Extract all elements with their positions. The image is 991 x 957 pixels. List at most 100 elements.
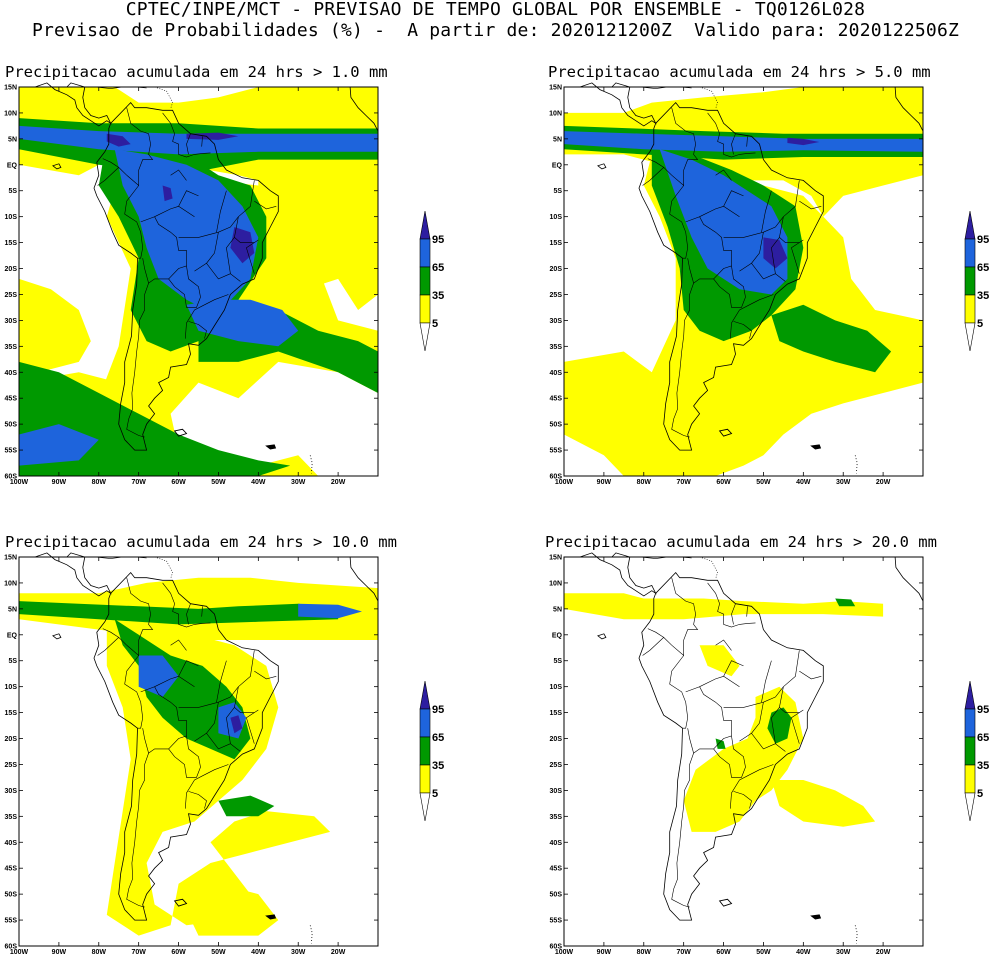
- page-title: CPTEC/INPE/MCT - PREVISAO DE TEMPO GLOBA…: [125, 0, 866, 20]
- map-panel-3: 15N 10N 5N EQ 5S 10S 15S 20S 25S 30S 35S 40S 45S 50S 5…: [4, 552, 379, 956]
- panel-3-lat-label: 10N: [4, 580, 17, 587]
- panel-2-border-22: [761, 190, 772, 233]
- colorbar-2-label-35: 35: [977, 290, 989, 302]
- panel-3-lat-label: 50S: [5, 892, 18, 899]
- page-subtitle: Previsao de Probabilidades (%) - A parti…: [31, 20, 960, 41]
- panel-4-border-12: [723, 660, 744, 687]
- panel-3-lon-label: 40W: [251, 949, 266, 956]
- panel-2-lat-label: 10N: [549, 110, 562, 117]
- panel-1-contour-14: [106, 133, 131, 147]
- panel-4-central-america: [564, 552, 657, 597]
- panel-3-lon-label: 70W: [131, 949, 146, 956]
- panel-3-lat-label: 40S: [5, 840, 18, 847]
- panel-4-border-7: [713, 735, 746, 778]
- panel-2-lat-label: EQ: [552, 162, 563, 169]
- panel-2-lat-label: 55S: [550, 448, 563, 455]
- panel-2-lon-label: 40W: [796, 479, 811, 486]
- panel-3-border-17: [234, 686, 255, 713]
- panel-4-lat-label: 5S: [553, 658, 562, 665]
- panel-1-frame: [18, 86, 379, 477]
- panel-2-lon-label: 80W: [637, 479, 652, 486]
- panel-3-lat-label: 60S: [5, 944, 18, 951]
- panel-4-border-10: [671, 753, 694, 908]
- panel-1-contour-11: [186, 299, 299, 347]
- panel-1-lat-label: 10S: [5, 214, 18, 221]
- panel-1-border-2: [162, 112, 211, 158]
- panel-2-border-15: [739, 263, 752, 272]
- panel-1-lat-label: 25S: [5, 292, 18, 299]
- panel-3-border-1: [102, 577, 154, 657]
- colorbar-1-segment-65: [419, 238, 431, 268]
- panel-4-contour-5: [767, 707, 792, 744]
- panel-4-lat-label: 40S: [550, 840, 563, 847]
- panel-4-lat-label: EQ: [552, 632, 563, 639]
- panel-3-border-7: [168, 735, 201, 778]
- panel-4-border-20: [791, 709, 804, 744]
- panel-4-lat-label: 55S: [550, 918, 563, 925]
- colorbar-1-segment-35: [419, 266, 431, 296]
- panel-1-falklands: [173, 428, 188, 437]
- panel-2-lat-label: 45S: [550, 396, 563, 403]
- colorbar-3-bottom-triangle: [419, 792, 431, 822]
- colorbar-4-label-95: 95: [977, 704, 989, 716]
- panel-2-lat-label: 35S: [550, 344, 563, 351]
- panel-3-border-16: [238, 650, 255, 687]
- panel-3-contour-7: [138, 655, 179, 697]
- panel-1-border-3: [186, 133, 191, 155]
- panel-1-contour-12: [19, 424, 99, 466]
- panel-3-lat-label: EQ: [7, 632, 18, 639]
- panel-2-lat-label: 10S: [550, 214, 563, 221]
- panel-4-border-8: [730, 774, 750, 809]
- panel-4-lat-label: 50S: [550, 892, 563, 899]
- panel-1-lat-label: 45S: [5, 396, 18, 403]
- panel-4-border-21: [799, 670, 822, 680]
- panel-2-border-17: [779, 216, 800, 243]
- colorbar-2-top-triangle: [964, 210, 976, 240]
- panel-2-border-1: [647, 107, 699, 187]
- panel-3-lat-label: 15S: [5, 710, 18, 717]
- panel-2-lon-label: 90W: [597, 479, 612, 486]
- panel-4-border-22: [761, 660, 772, 703]
- panel-1-lat-label: 10N: [4, 110, 17, 117]
- panel-4-lon-label: 50W: [756, 949, 771, 956]
- panel-2-border-14: [751, 232, 776, 280]
- panel-1-lat-label: 20S: [5, 266, 18, 273]
- colorbar-3-top-triangle: [419, 680, 431, 710]
- panel-2-lat-label: 50S: [550, 422, 563, 429]
- panel-3-lon-label: 60W: [171, 949, 186, 956]
- panel-3-lon-label: 100W: [10, 949, 29, 956]
- panel-4-border-1: [647, 577, 699, 657]
- panel-1-border-15: [194, 263, 207, 272]
- panel-1-lon-label: 90W: [52, 479, 67, 486]
- panel-2-border-24: [715, 169, 732, 181]
- panel-4-lon-label: 80W: [637, 949, 652, 956]
- panel-4-contour-2: [699, 645, 740, 677]
- panel-4-border-15: [739, 733, 752, 742]
- panel-3-contour-5: [114, 619, 251, 760]
- panel-1-border-9: [188, 321, 207, 339]
- colorbar-1: 95 65 35 5: [419, 210, 444, 352]
- colorbar-2-segment-65: [964, 238, 976, 268]
- panel-2-lon-label: 30W: [836, 479, 851, 486]
- colorbar-4-segment-65: [964, 708, 976, 738]
- panel-3-africa-coast: [349, 556, 379, 602]
- panel-4-lat-label: 15N: [549, 555, 562, 562]
- panel-3-galapagos: [52, 633, 62, 640]
- colorbar-3-label-5: 5: [432, 788, 438, 800]
- colorbar-2: 95 65 35 5: [964, 210, 989, 352]
- panel-3-contour-4: [19, 601, 339, 625]
- panel-1-lat-label: 40S: [5, 370, 18, 377]
- panel-2-lat-label: 15S: [550, 240, 563, 247]
- panel-2-lat-label: 20S: [550, 266, 563, 273]
- panel-1-lon-label: 40W: [251, 479, 266, 486]
- panel-1-africa-coast: [349, 86, 379, 132]
- panel-title-2: Precipitacao acumulada em 24 hrs > 5.0 m…: [548, 63, 931, 81]
- panel-title-4: Precipitacao acumulada em 24 hrs > 20.0 …: [545, 533, 937, 551]
- panel-2-galapagos: [597, 163, 607, 170]
- panel-1-border-8: [185, 304, 205, 339]
- panel-2-border-11: [642, 167, 664, 186]
- panel-4-frame: [563, 556, 924, 947]
- panel-2-border-5: [669, 185, 689, 259]
- panel-4-lat-label: 30S: [550, 788, 563, 795]
- panel-2-lat-label: 40S: [550, 370, 563, 377]
